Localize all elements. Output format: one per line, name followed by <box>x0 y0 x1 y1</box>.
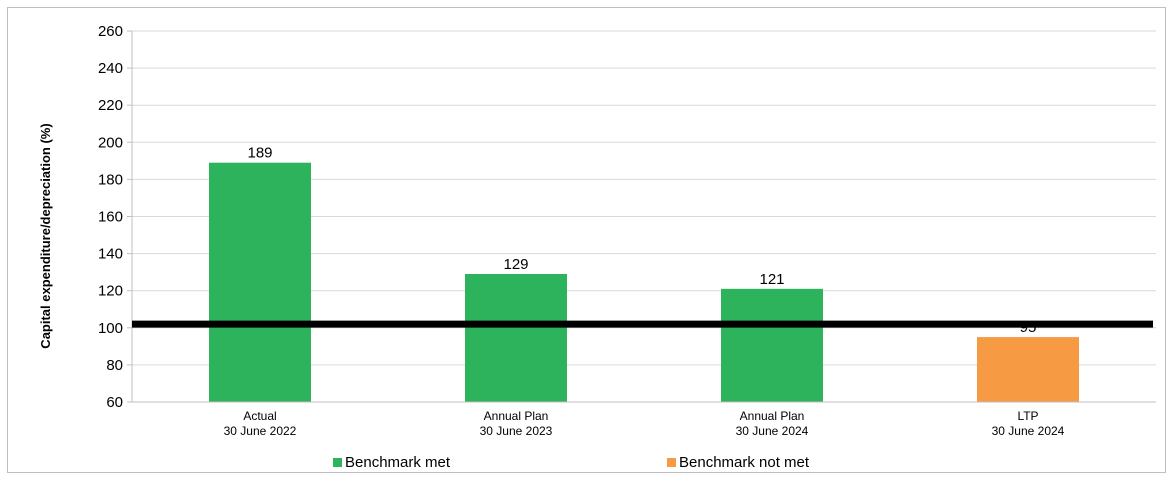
legend-label: Benchmark not met <box>679 454 810 471</box>
y-tick-label: 80 <box>106 357 123 374</box>
data-label: 129 <box>503 256 528 273</box>
data-labels: 18912912195 <box>247 145 1036 336</box>
bar <box>465 274 567 402</box>
x-tick-label: Annual Plan <box>740 409 805 423</box>
y-tick-label: 60 <box>106 394 123 411</box>
y-tick-label: 180 <box>98 171 123 188</box>
x-tick-label: Actual <box>243 409 276 423</box>
y-axis: 60 80 100 120 140 160 180 200 220 240 260 <box>98 23 133 411</box>
bar <box>721 288 823 402</box>
y-tick-label: 120 <box>98 283 123 300</box>
bar <box>209 162 311 402</box>
legend-label: Benchmark met <box>345 454 451 471</box>
x-tick-label: Annual Plan <box>484 409 549 423</box>
bar <box>977 337 1079 402</box>
x-tick-label-date: 30 June 2024 <box>736 424 809 438</box>
y-tick-label: 260 <box>98 23 123 40</box>
legend: Benchmark met Benchmark not met <box>333 454 810 471</box>
x-tick-label-date: 30 June 2023 <box>480 424 553 438</box>
legend-swatch <box>667 458 676 467</box>
y-tick-label: 140 <box>98 246 123 263</box>
data-label: 189 <box>247 145 272 162</box>
y-tick-label: 200 <box>98 134 123 151</box>
y-tick-label: 240 <box>98 60 123 77</box>
legend-swatch <box>333 458 342 467</box>
y-tick-label: 220 <box>98 97 123 114</box>
y-tick-label: 160 <box>98 209 123 226</box>
y-axis-label: Capital expenditure/depreciation (%) <box>38 123 53 348</box>
x-tick-label-date: 30 June 2024 <box>992 424 1065 438</box>
bars <box>209 162 1079 402</box>
y-tick-label: 100 <box>98 320 123 337</box>
chart-frame <box>7 7 1166 473</box>
x-tick-label: LTP <box>1017 409 1038 423</box>
x-tick-label-date: 30 June 2022 <box>224 424 297 438</box>
data-label: 121 <box>759 271 784 288</box>
